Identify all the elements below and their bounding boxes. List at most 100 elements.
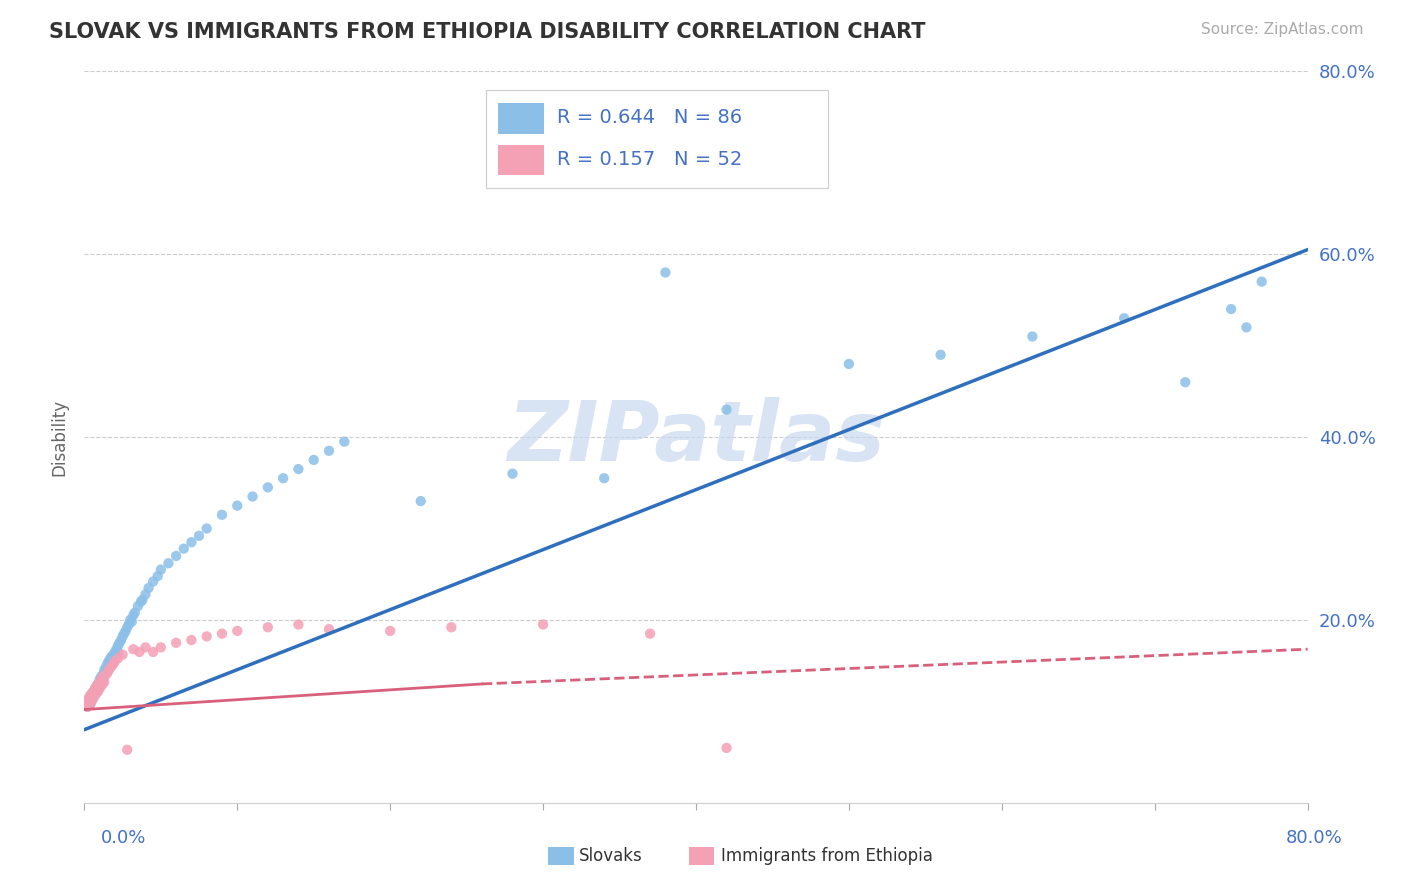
- Point: [108, 636, 131, 650]
- Point: [257, 620, 280, 634]
- FancyBboxPatch shape: [498, 145, 544, 175]
- Point: [157, 556, 180, 570]
- Point: [103, 657, 125, 671]
- Point: [1220, 301, 1243, 317]
- Point: [84, 688, 107, 702]
- Point: [135, 587, 157, 601]
- Point: [79, 688, 101, 702]
- Text: R = 0.644   N = 86: R = 0.644 N = 86: [557, 108, 741, 127]
- Point: [87, 677, 110, 691]
- Point: [83, 684, 105, 698]
- Point: [271, 471, 294, 485]
- FancyBboxPatch shape: [498, 103, 544, 134]
- Point: [87, 681, 110, 696]
- Text: Source: ZipAtlas.com: Source: ZipAtlas.com: [1201, 22, 1364, 37]
- Point: [142, 645, 165, 659]
- Point: [91, 673, 114, 687]
- Text: Slovaks: Slovaks: [579, 847, 643, 865]
- Point: [195, 629, 218, 643]
- Point: [1021, 329, 1043, 343]
- Point: [86, 679, 108, 693]
- Point: [77, 690, 100, 705]
- Point: [94, 667, 117, 681]
- Point: [90, 670, 112, 684]
- Point: [105, 642, 128, 657]
- Point: [98, 660, 121, 674]
- Point: [502, 467, 524, 481]
- Point: [87, 684, 110, 698]
- Point: [111, 629, 134, 643]
- Point: [91, 670, 114, 684]
- Point: [127, 599, 149, 614]
- Point: [173, 541, 195, 556]
- Point: [80, 693, 103, 707]
- Point: [333, 434, 356, 449]
- Point: [94, 660, 117, 674]
- Point: [131, 592, 153, 607]
- Text: 80.0%: 80.0%: [1286, 829, 1343, 847]
- Point: [287, 462, 309, 476]
- Point: [80, 693, 103, 707]
- Point: [122, 608, 145, 623]
- Point: [211, 508, 233, 522]
- Point: [226, 624, 249, 638]
- Point: [107, 651, 129, 665]
- Y-axis label: Disability: Disability: [51, 399, 69, 475]
- Point: [149, 563, 172, 577]
- Point: [103, 651, 125, 665]
- Point: [84, 681, 107, 696]
- Point: [120, 613, 142, 627]
- Point: [91, 667, 114, 681]
- Point: [77, 695, 100, 709]
- Point: [180, 535, 202, 549]
- Point: [122, 642, 145, 657]
- Point: [1236, 320, 1258, 334]
- Point: [97, 654, 120, 668]
- Point: [318, 443, 340, 458]
- Point: [79, 697, 101, 711]
- Point: [97, 660, 120, 674]
- Point: [97, 663, 120, 677]
- Point: [101, 654, 124, 668]
- Point: [409, 494, 432, 508]
- Point: [129, 594, 152, 608]
- Point: [96, 665, 118, 680]
- Point: [98, 658, 121, 673]
- Point: [76, 693, 98, 707]
- Point: [76, 699, 98, 714]
- Point: [90, 675, 112, 690]
- Point: [929, 348, 952, 362]
- Point: [838, 357, 860, 371]
- Point: [76, 699, 98, 714]
- Point: [79, 690, 101, 705]
- Point: [77, 695, 100, 709]
- Text: 0.0%: 0.0%: [101, 829, 146, 847]
- Point: [287, 617, 309, 632]
- Point: [654, 266, 676, 280]
- Point: [211, 626, 233, 640]
- Point: [104, 649, 127, 664]
- Text: ZIPatlas: ZIPatlas: [508, 397, 884, 477]
- Point: [114, 624, 136, 638]
- Point: [1114, 311, 1136, 326]
- Point: [112, 626, 135, 640]
- Point: [128, 645, 150, 659]
- Point: [110, 633, 132, 648]
- Point: [107, 639, 129, 653]
- Point: [90, 679, 112, 693]
- Point: [121, 615, 143, 629]
- Point: [440, 620, 463, 634]
- Point: [318, 622, 340, 636]
- Point: [93, 675, 115, 690]
- Point: [104, 645, 127, 659]
- Point: [80, 688, 103, 702]
- Point: [84, 688, 107, 702]
- Point: [195, 521, 218, 535]
- Point: [83, 690, 105, 705]
- Point: [531, 617, 554, 632]
- Point: [89, 673, 111, 687]
- Point: [87, 677, 110, 691]
- Point: [90, 673, 112, 687]
- Point: [91, 677, 114, 691]
- Point: [93, 663, 115, 677]
